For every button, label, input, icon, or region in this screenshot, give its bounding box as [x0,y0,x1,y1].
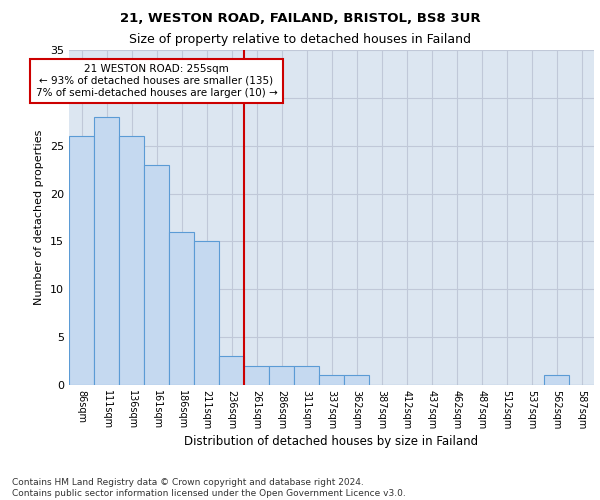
Bar [194,242,219,385]
Bar [344,376,369,385]
Bar [119,136,144,385]
Text: 21 WESTON ROAD: 255sqm
← 93% of detached houses are smaller (135)
7% of semi-det: 21 WESTON ROAD: 255sqm ← 93% of detached… [35,64,277,98]
Bar [219,356,244,385]
Text: Contains HM Land Registry data © Crown copyright and database right 2024.
Contai: Contains HM Land Registry data © Crown c… [12,478,406,498]
Bar [294,366,319,385]
Bar [144,165,169,385]
Bar [544,376,569,385]
Bar [269,366,294,385]
Text: 21, WESTON ROAD, FAILAND, BRISTOL, BS8 3UR: 21, WESTON ROAD, FAILAND, BRISTOL, BS8 3… [119,12,481,26]
Bar [244,366,269,385]
Bar [69,136,94,385]
Text: Size of property relative to detached houses in Failand: Size of property relative to detached ho… [129,32,471,46]
Y-axis label: Number of detached properties: Number of detached properties [34,130,44,305]
Bar [169,232,194,385]
X-axis label: Distribution of detached houses by size in Failand: Distribution of detached houses by size … [184,435,479,448]
Bar [319,376,344,385]
Bar [94,117,119,385]
